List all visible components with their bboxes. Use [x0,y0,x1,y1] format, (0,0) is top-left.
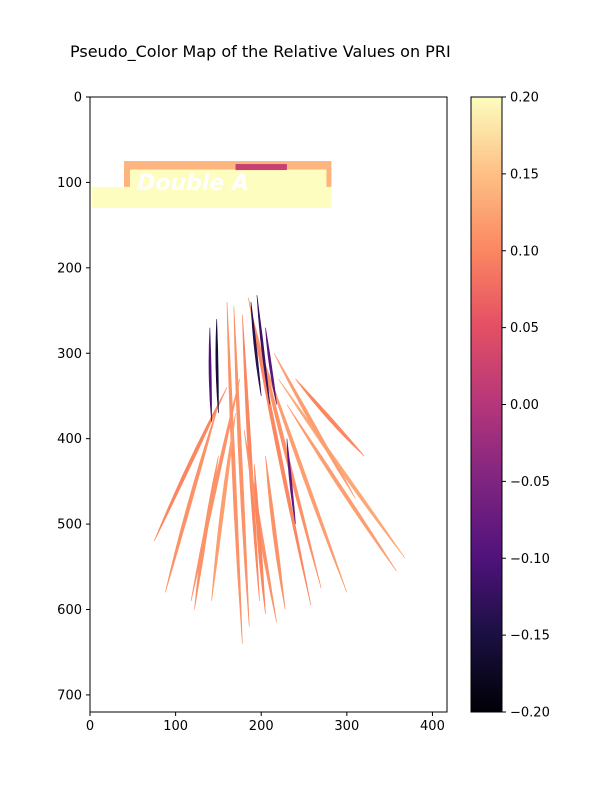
x-tick-label: 100 [163,719,188,734]
leaf-mark [215,319,219,414]
label-strip-edge [235,164,287,171]
leaf-mark [165,404,219,593]
leaf-mark [256,295,271,405]
y-tick-label: 600 [57,603,82,618]
colorbar-tick-label: 0.20 [510,91,539,106]
label-strip-inner [130,169,327,194]
leaf-mark [286,438,296,525]
leaf-mark [208,327,212,422]
plot-marks: Double A [92,161,406,644]
leaf-mark [260,353,348,593]
x-axis: 0 100 200 300 400 [86,712,445,734]
leaf-mark [265,455,286,610]
x-tick-label: 0 [86,719,94,734]
leaf-mark [254,464,266,614]
y-tick-label: 100 [57,176,82,191]
chart-title: Pseudo_Color Map of the Relative Values … [70,42,451,62]
colorbar-tick-label: −0.05 [510,475,550,490]
leaf-mark [250,301,262,397]
colorbar-tick-label: 0.10 [510,244,539,259]
label-strip-text: Double A [137,171,249,196]
colorbar-tick-label: 0.05 [510,321,539,336]
colorbar-tick-label: −0.10 [510,552,550,567]
x-tick-label: 400 [420,719,445,734]
y-axis: 0 100 200 300 400 500 600 700 [57,91,90,703]
plot-frame [89,96,448,713]
y-tick-label: 0 [74,91,82,106]
leaf-mark [273,353,356,499]
y-tick-label: 200 [57,261,82,276]
x-tick-label: 300 [334,719,359,734]
y-tick-label: 700 [57,688,82,703]
colorbar-tick-label: −0.20 [510,706,550,721]
colorbar-tick-label: 0.00 [510,398,539,413]
leaf-mark [286,404,397,572]
colorbar-tick-label: −0.15 [510,629,550,644]
colorbar-axis: 0.20 0.15 0.10 0.05 0.00 −0.05 −0.10 −0.15 −0.20 [502,91,550,721]
y-tick-label: 500 [57,518,82,533]
y-tick-label: 400 [57,432,82,447]
leaf-mark [211,412,236,602]
leaf-mark [295,378,365,456]
x-tick-label: 200 [249,719,274,734]
leaf-mark [194,455,219,610]
leaf-mark [250,310,322,589]
leaf-mark [265,327,277,405]
leaf-mark [242,314,260,601]
colorbar-tick-label: 0.15 [510,167,539,182]
colorbar [470,96,503,713]
y-tick-label: 300 [57,347,82,362]
leaf-mark [153,387,228,542]
